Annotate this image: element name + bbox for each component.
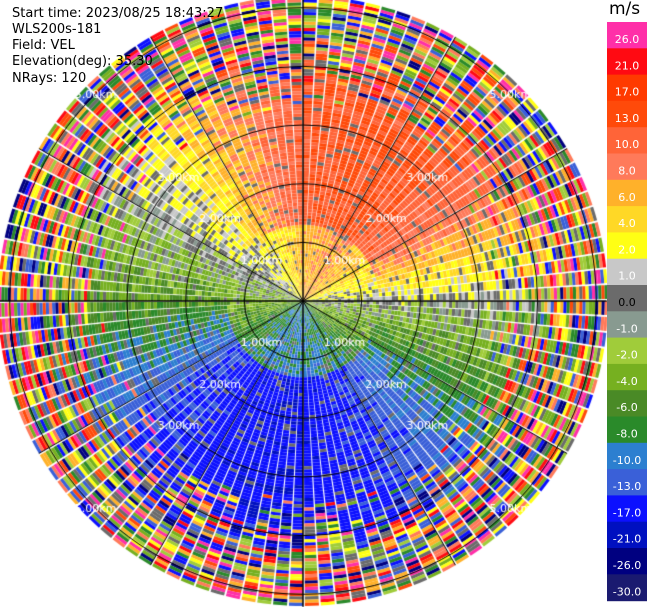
colorbar-segment bbox=[607, 416, 647, 444]
colorbar-tick-label: 8.0 bbox=[618, 165, 636, 178]
colorbar-tick-label: -4.0 bbox=[616, 375, 637, 388]
colorbar-tick-label: -2.0 bbox=[616, 349, 637, 362]
nrays-label: NRays: 120 bbox=[12, 71, 87, 86]
colorbar-tick-label: 13.0 bbox=[615, 112, 640, 125]
colorbar-tick-label: 26.0 bbox=[615, 33, 640, 46]
colorbar-segment bbox=[607, 337, 647, 365]
field-label: Field: VEL bbox=[12, 38, 75, 53]
instrument-label: WLS200s-181 bbox=[12, 22, 102, 37]
colorbar-tick-label: 21.0 bbox=[615, 59, 640, 72]
colorbar-segment bbox=[607, 179, 647, 207]
colorbar-tick-label: -10.0 bbox=[613, 454, 641, 467]
colorbar-segment bbox=[607, 311, 647, 339]
colorbar-tick-label: 0.0 bbox=[618, 296, 636, 309]
colorbar-segment bbox=[607, 574, 647, 602]
colorbar-segment bbox=[607, 232, 647, 260]
colorbar-tick-label: -17.0 bbox=[613, 506, 641, 519]
colorbar-segment bbox=[607, 100, 647, 128]
colorbar-segment bbox=[607, 521, 647, 549]
colorbar: 26.0 21.0 17.0 13.0 10.0 8.0 6.0 4.0 2.0 1.0 0.0 -1… bbox=[607, 22, 647, 602]
colorbar-segment bbox=[607, 285, 647, 312]
colorbar-tick-label: 2.0 bbox=[618, 243, 636, 256]
colorbar-tick-label: -21.0 bbox=[613, 533, 641, 546]
colorbar-segment bbox=[607, 48, 647, 76]
colorbar-segment bbox=[607, 390, 647, 418]
colorbar-segment bbox=[607, 363, 647, 391]
colorbar-segment bbox=[607, 127, 647, 155]
colorbar-segment bbox=[607, 469, 647, 496]
colorbar-segment bbox=[607, 153, 647, 181]
colorbar-tick-label: 4.0 bbox=[618, 217, 636, 230]
colorbar-segment bbox=[607, 548, 647, 575]
colorbar-segment bbox=[607, 22, 647, 49]
colorbar-tick-label: -30.0 bbox=[613, 585, 641, 598]
colorbar-segment bbox=[607, 495, 647, 523]
colorbar-segment bbox=[607, 206, 647, 233]
colorbar-tick-label: -8.0 bbox=[616, 428, 637, 441]
colorbar-tick-label: -1.0 bbox=[616, 322, 637, 335]
colorbar-tick-label: -13.0 bbox=[613, 480, 641, 493]
colorbar-tick-label: 6.0 bbox=[618, 191, 636, 204]
colorbar-segment bbox=[607, 258, 647, 286]
colorbar-tick-label: 1.0 bbox=[618, 270, 636, 283]
colorbar-tick-label: -26.0 bbox=[613, 559, 641, 572]
start-time-label: Start time: 2023/08/25 18:43:27 bbox=[12, 6, 224, 21]
colorbar-unit: m/s bbox=[609, 0, 641, 19]
colorbar-segment bbox=[607, 74, 647, 102]
colorbar-tick-label: 17.0 bbox=[615, 86, 640, 99]
elevation-label: Elevation(deg): 35.30 bbox=[12, 54, 153, 69]
colorbar-tick-label: -6.0 bbox=[616, 401, 637, 414]
colorbar-tick-label: 10.0 bbox=[615, 138, 640, 151]
colorbar-segment bbox=[607, 442, 647, 470]
